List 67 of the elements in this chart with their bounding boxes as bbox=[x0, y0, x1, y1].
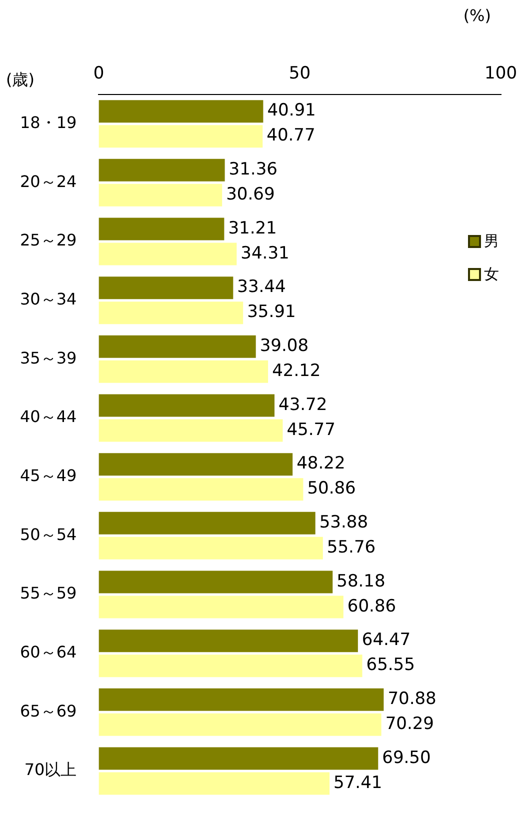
bar bbox=[98, 335, 256, 358]
bar bbox=[98, 100, 264, 123]
x-axis-title: (%) bbox=[463, 6, 491, 25]
y-tick-label: 65～69 bbox=[20, 701, 77, 720]
bar bbox=[98, 654, 362, 678]
bar bbox=[98, 184, 222, 206]
data-label: 31.21 bbox=[228, 218, 277, 238]
bar bbox=[98, 596, 344, 618]
bar bbox=[98, 218, 224, 240]
data-label: 39.08 bbox=[260, 336, 309, 356]
data-label: 69.50 bbox=[382, 748, 431, 768]
y-tick-label: 20～24 bbox=[20, 172, 77, 191]
bar bbox=[98, 394, 274, 417]
bar bbox=[98, 158, 225, 182]
data-label: 45.77 bbox=[286, 420, 336, 440]
y-tick-label: 60～64 bbox=[20, 642, 77, 662]
bar bbox=[98, 302, 244, 324]
data-label: 60.86 bbox=[347, 596, 396, 616]
y-tick-label: 40～44 bbox=[20, 407, 77, 426]
y-tick-label: 50～54 bbox=[20, 524, 77, 544]
data-label: 57.41 bbox=[334, 772, 382, 793]
y-tick-label: 70以上 bbox=[24, 760, 77, 780]
bar bbox=[98, 478, 304, 501]
data-label: 55.76 bbox=[326, 538, 376, 558]
bar bbox=[98, 125, 263, 148]
data-label: 70.88 bbox=[388, 689, 436, 710]
data-label: 35.91 bbox=[247, 302, 296, 322]
bar bbox=[98, 570, 333, 594]
data-label: 64.47 bbox=[362, 630, 411, 650]
data-label: 33.44 bbox=[237, 277, 286, 298]
y-tick-label: 30～34 bbox=[20, 289, 77, 308]
x-tick-label: 100 bbox=[484, 64, 518, 84]
bar bbox=[98, 242, 237, 266]
data-label: 30.69 bbox=[226, 184, 275, 205]
x-tick-label: 50 bbox=[288, 64, 311, 84]
bar bbox=[98, 772, 330, 795]
bar bbox=[98, 630, 358, 652]
bar bbox=[98, 536, 323, 560]
x-tick-label: 0 bbox=[93, 64, 104, 84]
y-tick-label: 18・19 bbox=[20, 112, 77, 132]
y-tick-label: 55～59 bbox=[20, 584, 77, 603]
bar bbox=[98, 713, 382, 736]
data-label: 48.22 bbox=[296, 454, 346, 474]
bar bbox=[98, 419, 283, 442]
bar bbox=[98, 453, 293, 476]
legend-label: 女 bbox=[484, 265, 499, 284]
y-tick-label: 45～49 bbox=[20, 466, 77, 485]
data-label: 58.18 bbox=[336, 571, 386, 592]
bar bbox=[98, 747, 378, 770]
legend-label: 男 bbox=[484, 232, 499, 251]
bar bbox=[98, 276, 234, 300]
bar bbox=[98, 688, 384, 711]
bar bbox=[98, 360, 268, 383]
data-label: 53.88 bbox=[319, 512, 368, 533]
y-axis-title: (歳) bbox=[6, 70, 34, 91]
data-label: 40.91 bbox=[267, 100, 316, 121]
y-tick-label: 25～29 bbox=[20, 230, 77, 250]
data-label: 42.12 bbox=[272, 361, 321, 382]
bar bbox=[98, 512, 316, 534]
data-label: 43.72 bbox=[278, 394, 328, 415]
y-tick-label: 35～39 bbox=[20, 348, 77, 368]
data-label: 65.55 bbox=[366, 655, 415, 676]
data-label: 50.86 bbox=[307, 478, 356, 499]
data-label: 40.77 bbox=[266, 126, 316, 146]
data-label: 31.36 bbox=[228, 160, 278, 180]
data-label: 34.31 bbox=[240, 243, 290, 264]
data-label: 70.29 bbox=[385, 714, 434, 734]
